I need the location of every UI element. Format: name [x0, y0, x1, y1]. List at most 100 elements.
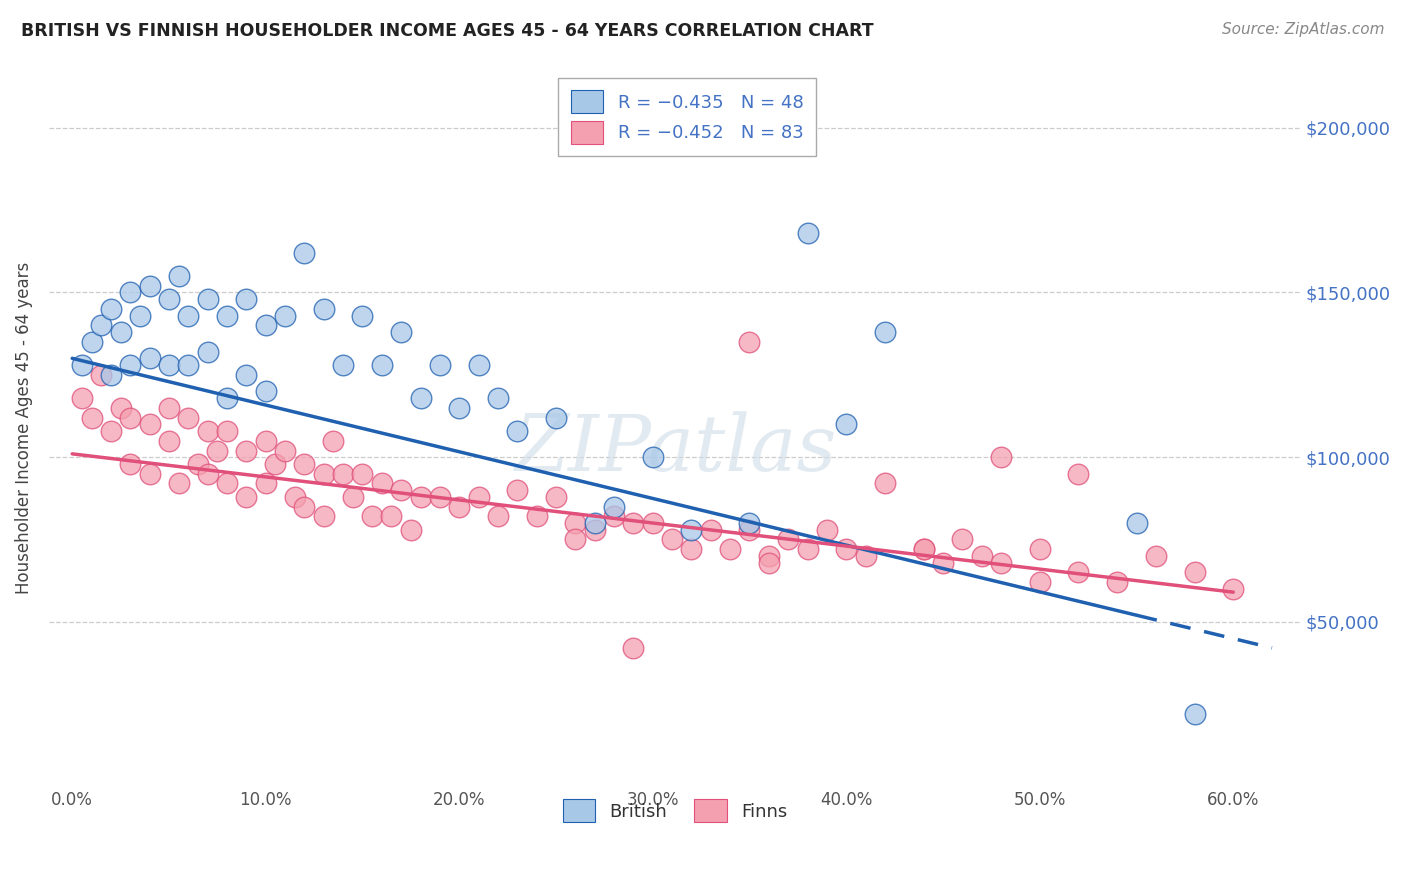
Point [932, 556, 955, 570]
Point [215, 309, 238, 323]
Point [409, 391, 432, 405]
Point [873, 476, 896, 491]
Point [389, 325, 412, 339]
Point [352, 467, 374, 481]
Point [274, 309, 297, 323]
Point [718, 542, 741, 557]
Point [197, 467, 219, 481]
Point [177, 309, 200, 323]
Point [120, 285, 142, 300]
Point [1067, 566, 1090, 580]
Point [371, 476, 394, 491]
Point [564, 516, 586, 530]
Point [312, 301, 335, 316]
Point [621, 641, 644, 656]
Point [835, 542, 858, 557]
Point [738, 334, 761, 349]
Point [1222, 582, 1244, 596]
Legend: British, Finns: British, Finns [550, 787, 800, 835]
Point [312, 467, 335, 481]
Point [399, 523, 422, 537]
Point [506, 424, 529, 438]
Point [603, 509, 626, 524]
Point [583, 523, 606, 537]
Point [758, 556, 780, 570]
Point [235, 443, 257, 458]
Point [274, 443, 297, 458]
Point [352, 309, 374, 323]
Point [342, 490, 364, 504]
Point [100, 301, 122, 316]
Point [235, 292, 257, 306]
Point [120, 410, 142, 425]
Point [564, 533, 586, 547]
Point [758, 549, 780, 563]
Point [506, 483, 529, 497]
Point [796, 542, 818, 557]
Point [873, 325, 896, 339]
Point [603, 500, 626, 514]
Point [100, 424, 122, 438]
Point [177, 410, 200, 425]
Point [215, 424, 238, 438]
Point [167, 268, 190, 283]
Point [129, 309, 152, 323]
Point [254, 318, 277, 333]
Point [90, 318, 112, 333]
Point [157, 401, 180, 415]
Point [738, 523, 761, 537]
Point [738, 516, 761, 530]
Point [157, 358, 180, 372]
Point [157, 434, 180, 448]
Point [621, 516, 644, 530]
Point [284, 490, 307, 504]
Point [197, 424, 219, 438]
Point [700, 523, 723, 537]
Point [389, 483, 412, 497]
Point [120, 457, 142, 471]
Point [138, 278, 160, 293]
Point [197, 292, 219, 306]
Point [215, 391, 238, 405]
Point [1067, 467, 1090, 481]
Point [681, 523, 703, 537]
Point [449, 401, 471, 415]
Point [215, 476, 238, 491]
Point [157, 292, 180, 306]
Point [1184, 566, 1206, 580]
Point [467, 490, 489, 504]
Point [835, 417, 858, 432]
Point [332, 358, 354, 372]
Point [138, 351, 160, 366]
Point [294, 500, 316, 514]
Point [70, 358, 93, 372]
Point [138, 417, 160, 432]
Point [1107, 575, 1129, 590]
Point [110, 401, 132, 415]
Point [544, 410, 567, 425]
Point [294, 457, 316, 471]
Point [332, 467, 354, 481]
Point [855, 549, 877, 563]
Point [950, 533, 973, 547]
Point [429, 490, 451, 504]
Point [90, 368, 112, 382]
Point [544, 490, 567, 504]
Point [912, 542, 935, 557]
Point [641, 450, 664, 464]
Point [254, 476, 277, 491]
Point [1125, 516, 1147, 530]
Point [526, 509, 548, 524]
Point [70, 391, 93, 405]
Point [778, 533, 800, 547]
Point [167, 476, 190, 491]
Point [990, 450, 1012, 464]
Point [990, 556, 1012, 570]
Point [409, 490, 432, 504]
Point [235, 490, 257, 504]
Point [312, 509, 335, 524]
Point [429, 358, 451, 372]
Point [1144, 549, 1167, 563]
Point [641, 516, 664, 530]
Point [264, 457, 287, 471]
